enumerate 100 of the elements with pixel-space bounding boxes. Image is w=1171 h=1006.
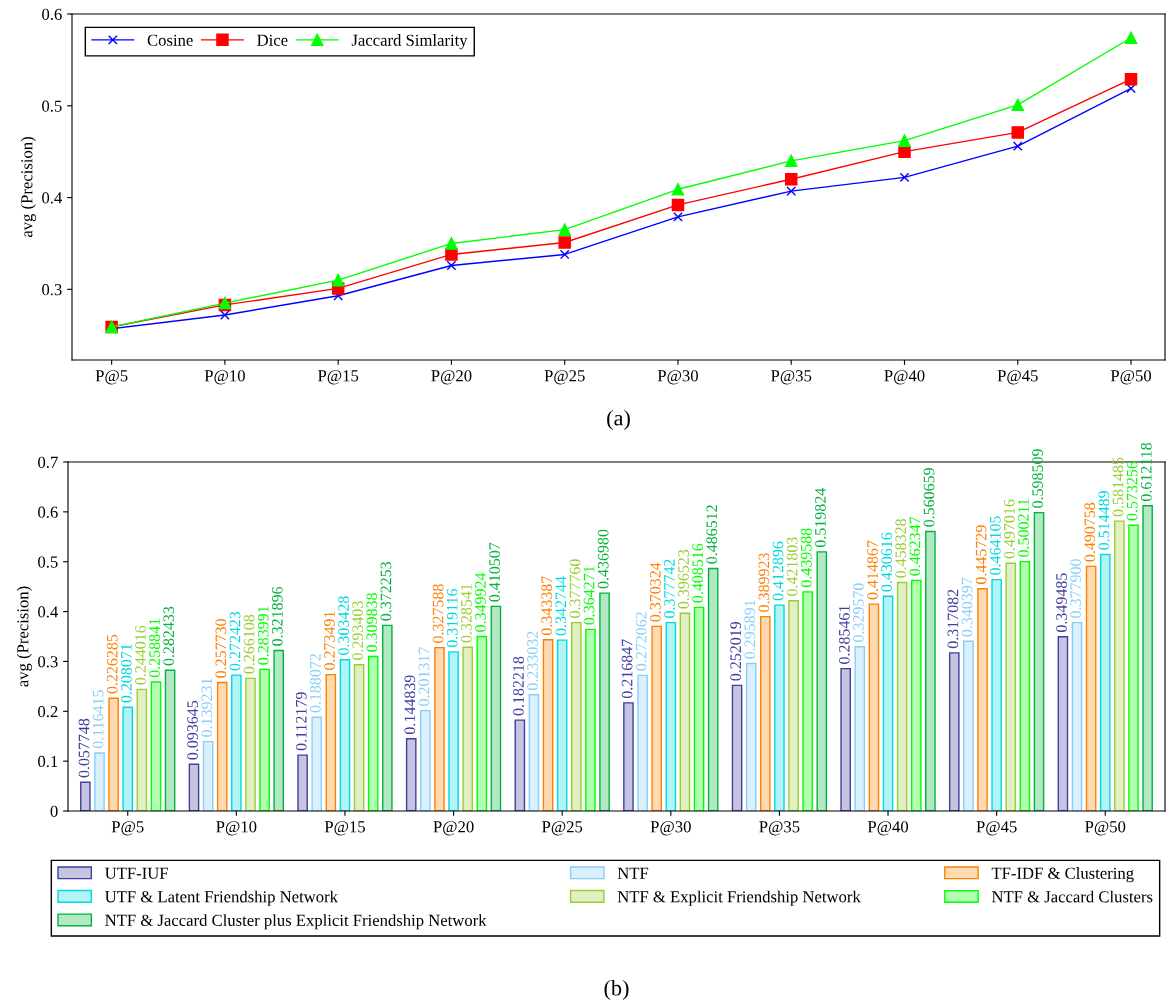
y-axis-title: avg (Precision) bbox=[20, 137, 36, 238]
data-label: 0.612118 bbox=[1140, 442, 1152, 502]
x-tick-label: P@45 bbox=[976, 821, 1017, 836]
data-label: 0.112179 bbox=[295, 692, 307, 751]
y-tick-label: 0.3 bbox=[42, 284, 62, 296]
data-label: 0.486512 bbox=[706, 505, 718, 564]
y-axis-title: avg (Precision) bbox=[16, 586, 32, 687]
y-tick-label: 0.4 bbox=[42, 192, 63, 204]
data-label: 0.144839 bbox=[404, 675, 416, 735]
data-label: 0.421803 bbox=[786, 537, 798, 596]
data-label: 0.377900 bbox=[1070, 559, 1082, 618]
data-label: 0.116415 bbox=[92, 690, 104, 749]
data-label: 0.519824 bbox=[815, 488, 826, 548]
data-label: 0.389923 bbox=[758, 553, 770, 612]
data-label: 0.396523 bbox=[678, 549, 689, 609]
data-label: 0.327588 bbox=[432, 584, 444, 643]
x-tick-label: P@25 bbox=[542, 821, 583, 836]
data-label: 0.464105 bbox=[989, 516, 1001, 575]
x-tick-label: P@50 bbox=[1085, 821, 1126, 836]
data-label: 0.349485 bbox=[1056, 573, 1067, 632]
data-label: 0.093645 bbox=[187, 700, 199, 760]
y-tick-label: 0.5 bbox=[38, 556, 58, 568]
legend-label: Cosine bbox=[147, 34, 193, 46]
x-tick-label: P@20 bbox=[433, 821, 474, 836]
y-tick-label: 0.1 bbox=[38, 755, 58, 768]
data-label: 0.282433 bbox=[163, 606, 175, 666]
data-label: 0.410507 bbox=[489, 542, 501, 602]
data-label: 0.372253 bbox=[380, 561, 392, 621]
data-label: 0.303428 bbox=[338, 596, 350, 655]
x-tick-label: P@15 bbox=[324, 821, 365, 836]
data-label: 0.309838 bbox=[366, 593, 378, 652]
data-label: 0.139231 bbox=[201, 678, 213, 737]
legend-label: NTF & Jaccard Clusters bbox=[991, 890, 1153, 903]
data-label: 0.328541 bbox=[460, 584, 472, 643]
data-label: 0.258841 bbox=[149, 618, 161, 678]
y-tick-label: 0.5 bbox=[42, 100, 62, 112]
x-tick-label: P@40 bbox=[884, 370, 925, 385]
data-label: 0.295891 bbox=[744, 600, 756, 659]
data-label: 0.283991 bbox=[257, 606, 269, 665]
data-label: 0.364271 bbox=[583, 566, 595, 625]
data-label: 0.490758 bbox=[1084, 502, 1096, 562]
data-label: 0.436980 bbox=[597, 529, 609, 589]
data-label: 0.252019 bbox=[730, 621, 742, 681]
x-tick-label: P@35 bbox=[759, 821, 800, 836]
x-tick-label: P@15 bbox=[318, 370, 359, 385]
data-label: 0.233032 bbox=[527, 631, 539, 691]
data-label: 0.266108 bbox=[243, 614, 255, 674]
data-label: 0.430616 bbox=[881, 532, 893, 592]
x-tick-label: P@25 bbox=[544, 370, 585, 385]
data-label: 0.414867 bbox=[867, 540, 878, 600]
data-label: 0.412896 bbox=[772, 541, 784, 601]
x-tick-label: P@35 bbox=[771, 370, 812, 385]
legend-label: Dice bbox=[257, 34, 288, 46]
data-label: 0.500211 bbox=[1018, 499, 1029, 557]
data-label: 0.408516 bbox=[692, 543, 704, 603]
data-label: 0.188072 bbox=[309, 654, 321, 713]
text: (b) bbox=[604, 979, 629, 1001]
x-tick-label: P@45 bbox=[997, 370, 1038, 385]
x-tick-label: P@10 bbox=[216, 821, 257, 836]
data-label: 0.285461 bbox=[838, 605, 850, 664]
y-tick-label: 0.2 bbox=[38, 705, 58, 718]
x-tick-label: P@30 bbox=[650, 821, 691, 836]
legend-label: UTF-IUF bbox=[105, 867, 168, 879]
data-label: 0.458328 bbox=[895, 519, 907, 578]
data-label: 0.273491 bbox=[324, 611, 335, 670]
data-label: 0.321896 bbox=[271, 586, 283, 646]
x-tick-label: P@10 bbox=[204, 370, 245, 385]
data-label: 0.462347 bbox=[909, 516, 921, 576]
data-label: 0.244016 bbox=[135, 625, 146, 685]
y-tick-label: 0 bbox=[50, 805, 58, 817]
legend-label: NTF & Jaccard Cluster plus Explicit Friendship Network bbox=[105, 914, 487, 930]
y-tick-label: 0.4 bbox=[38, 606, 59, 618]
data-label: 0.598509 bbox=[1032, 449, 1044, 508]
legend-label: Jaccard Simlarity bbox=[351, 34, 468, 50]
data-label: 0.377760 bbox=[569, 559, 581, 618]
text: (a) bbox=[607, 409, 630, 431]
data-label: 0.370324 bbox=[649, 562, 661, 622]
data-label: 0.272062 bbox=[635, 612, 647, 671]
data-label: 0.349924 bbox=[475, 572, 486, 632]
x-tick-label: P@5 bbox=[95, 370, 128, 385]
data-label: 0.342744 bbox=[555, 576, 567, 636]
data-label: 0.439588 bbox=[800, 528, 812, 588]
data-label: 0.201317 bbox=[418, 647, 430, 706]
y-tick-label: 0.7 bbox=[38, 456, 58, 469]
legend-label: NTF bbox=[617, 867, 649, 879]
x-tick-label: P@40 bbox=[867, 821, 909, 836]
data-label: 0.182218 bbox=[513, 656, 524, 716]
y-tick-label: 0.6 bbox=[38, 506, 58, 518]
legend-label: TF-IDF & Clustering bbox=[991, 867, 1134, 883]
data-label: 0.514489 bbox=[1098, 491, 1110, 550]
data-label: 0.340397 bbox=[961, 577, 973, 637]
data-label: 0.343387 bbox=[541, 576, 553, 636]
x-tick-label: P@30 bbox=[657, 370, 698, 385]
data-label: 0.057748 bbox=[78, 718, 90, 778]
data-label: 0.216847 bbox=[621, 639, 633, 699]
x-tick-label: P@5 bbox=[111, 821, 144, 836]
legend-label: NTF & Explicit Friendship Network bbox=[617, 890, 861, 906]
data-label: 0.226285 bbox=[106, 634, 118, 694]
x-tick-label: P@20 bbox=[431, 370, 472, 385]
x-tick-label: P@50 bbox=[1110, 370, 1152, 385]
